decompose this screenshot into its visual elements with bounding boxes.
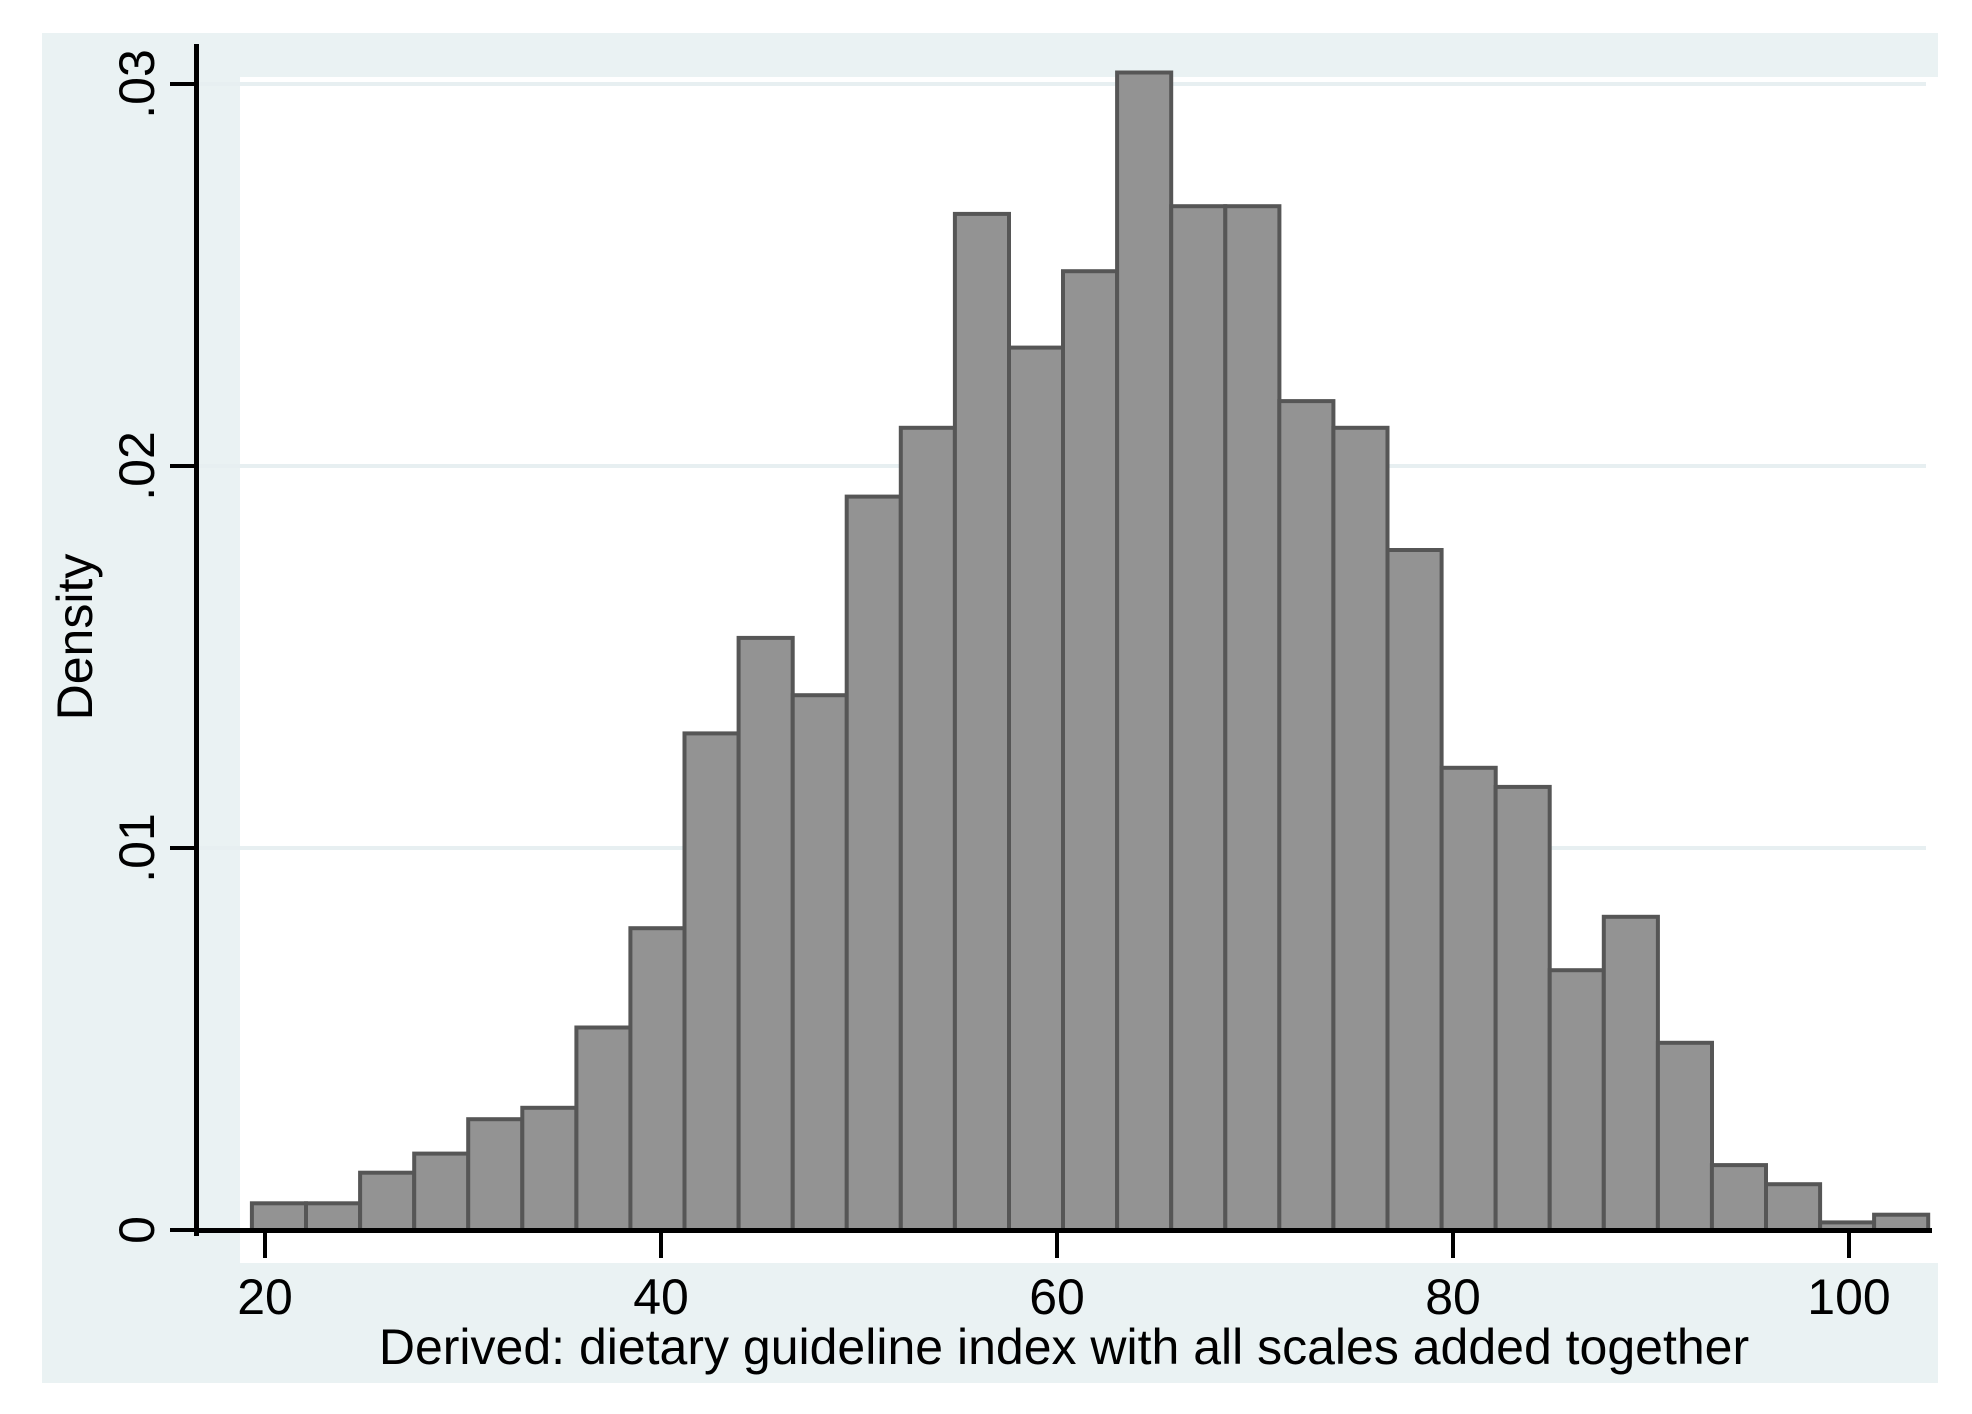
histogram-bar	[628, 926, 687, 1232]
histogram-bar	[1223, 204, 1282, 1232]
histogram-bar	[1439, 765, 1498, 1232]
x-tick-label: 20	[237, 1269, 293, 1325]
x-tick-label: 80	[1425, 1269, 1481, 1325]
histogram-bar	[1547, 968, 1606, 1232]
y-axis-title: Density	[47, 553, 103, 721]
histogram-bar	[358, 1170, 417, 1232]
y-axis-line	[194, 44, 199, 1236]
histogram-bar	[249, 1201, 308, 1233]
y-tick-label: 0	[109, 1216, 165, 1244]
x-axis-title: Derived: dietary guideline index with al…	[378, 1319, 1750, 1375]
histogram-bar	[1061, 269, 1120, 1232]
histogram-bar	[790, 693, 849, 1232]
x-tick-label: 40	[633, 1269, 689, 1325]
histogram-bar	[1007, 345, 1066, 1233]
histogram-bar	[520, 1105, 579, 1233]
histogram-bar	[1655, 1040, 1715, 1233]
histogram-bar	[466, 1117, 525, 1232]
histogram-bar	[1277, 399, 1336, 1233]
x-tick-label: 100	[1807, 1269, 1891, 1325]
histogram-bars	[249, 70, 1931, 1233]
x-axis-line	[194, 1228, 1932, 1233]
histogram-bar	[304, 1201, 363, 1233]
histogram-bar	[1493, 784, 1552, 1233]
histogram-bar	[952, 211, 1012, 1232]
histogram-bar	[412, 1151, 471, 1232]
y-tick	[170, 464, 196, 468]
histogram-bar	[1601, 914, 1660, 1232]
y-tick	[170, 1228, 196, 1232]
histogram-bar	[1385, 548, 1444, 1232]
y-tick	[170, 846, 196, 850]
x-tick-label: 60	[1029, 1269, 1085, 1325]
histogram-bar	[1115, 70, 1174, 1232]
histogram-bar	[736, 635, 795, 1232]
histogram-bar	[1764, 1182, 1823, 1232]
histogram-bar	[1169, 204, 1228, 1232]
gridline	[198, 82, 1926, 86]
x-tick	[1451, 1232, 1455, 1258]
graph-region: 20 40 60 80 100 0 .01 .02 .03 Derived: dietary g…	[42, 33, 1972, 1383]
x-tick	[659, 1232, 663, 1258]
y-tick-label: .02	[109, 431, 165, 501]
y-tick-label: .03	[109, 49, 165, 119]
histogram-bar	[844, 494, 903, 1233]
histogram-bar	[1331, 425, 1390, 1232]
histogram-bar	[682, 731, 741, 1233]
x-tick	[1055, 1232, 1059, 1258]
y-tick-label: .01	[109, 813, 165, 883]
histogram-bar	[1709, 1163, 1769, 1232]
histogram-bar	[898, 425, 957, 1232]
x-tick	[263, 1232, 267, 1258]
x-tick	[1847, 1232, 1851, 1258]
histogram-bar	[574, 1025, 633, 1232]
y-tick	[170, 82, 196, 86]
